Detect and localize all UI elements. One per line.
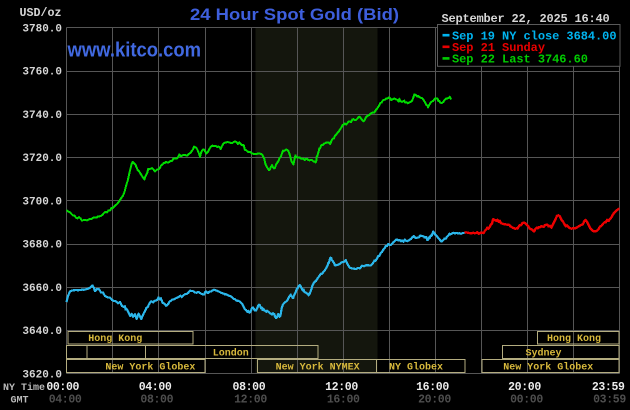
- svg-text:3680.0: 3680.0: [22, 240, 62, 252]
- svg-text:USD/oz: USD/oz: [20, 6, 62, 20]
- svg-text:3760.0: 3760.0: [22, 67, 62, 79]
- svg-text:3740.0: 3740.0: [22, 110, 62, 122]
- svg-text:Sep 21 Sunday: Sep 21 Sunday: [452, 41, 545, 55]
- svg-text:New York Globex: New York Globex: [105, 362, 195, 374]
- svg-text:New York Globex: New York Globex: [503, 362, 593, 374]
- svg-text:20:00: 20:00: [418, 393, 451, 406]
- svg-text:September 22, 2025 16:40: September 22, 2025 16:40: [441, 12, 609, 26]
- svg-text:New York NYMEX: New York NYMEX: [276, 362, 360, 374]
- svg-text:Hong Kong: Hong Kong: [88, 334, 142, 345]
- svg-text:3640.0: 3640.0: [22, 326, 62, 338]
- svg-text:00:00: 00:00: [46, 381, 79, 394]
- svg-text:Hong Kong: Hong Kong: [547, 334, 601, 345]
- svg-text:3720.0: 3720.0: [22, 153, 62, 165]
- svg-text:08:00: 08:00: [233, 381, 266, 394]
- svg-text:3620.0: 3620.0: [22, 369, 62, 381]
- svg-text:04:00: 04:00: [139, 381, 172, 394]
- svg-text:NY Globex: NY Globex: [389, 362, 443, 374]
- svg-text:www.kitco.com: www.kitco.com: [67, 40, 201, 62]
- svg-text:03:59: 03:59: [593, 393, 626, 406]
- svg-text:GMT: GMT: [11, 395, 29, 406]
- svg-text:16:00: 16:00: [327, 393, 360, 406]
- svg-text:Sep 22 Last 3746.60: Sep 22 Last 3746.60: [452, 53, 588, 67]
- svg-text:Sydney: Sydney: [526, 348, 562, 360]
- svg-text:20:00: 20:00: [508, 381, 541, 394]
- svg-text:London: London: [213, 348, 249, 360]
- svg-text:12:00: 12:00: [325, 381, 358, 394]
- svg-text:3780.0: 3780.0: [22, 23, 62, 35]
- svg-text:3700.0: 3700.0: [22, 196, 62, 208]
- svg-text:3660.0: 3660.0: [22, 283, 62, 295]
- svg-text:04:00: 04:00: [49, 393, 82, 406]
- svg-text:08:00: 08:00: [140, 393, 173, 406]
- svg-text:12:00: 12:00: [234, 393, 267, 406]
- svg-text:00:00: 00:00: [510, 393, 543, 406]
- svg-text:16:00: 16:00: [416, 381, 449, 394]
- svg-text:Sep 19 NY close 3684.00: Sep 19 NY close 3684.00: [452, 29, 616, 43]
- svg-text:NY Time: NY Time: [3, 382, 45, 394]
- svg-text:23:59: 23:59: [592, 381, 625, 394]
- svg-text:24 Hour Spot Gold (Bid): 24 Hour Spot Gold (Bid): [190, 5, 399, 24]
